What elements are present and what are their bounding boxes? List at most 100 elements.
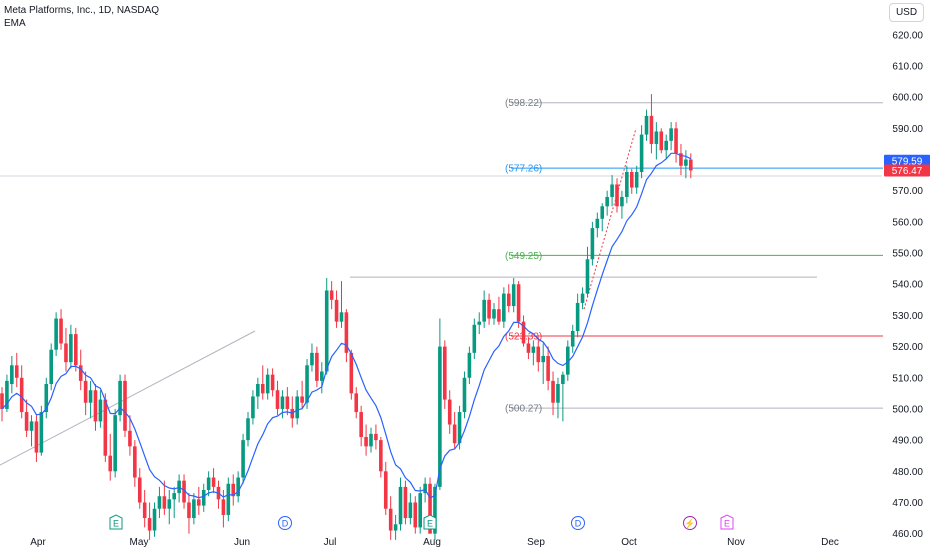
candle[interactable] <box>556 377 560 419</box>
candle[interactable] <box>34 415 39 462</box>
candle[interactable] <box>615 178 619 213</box>
candle[interactable] <box>29 415 34 447</box>
candle[interactable] <box>329 281 334 310</box>
candle[interactable] <box>639 125 644 179</box>
candle[interactable] <box>684 150 688 179</box>
candle[interactable] <box>526 337 531 360</box>
candle[interactable] <box>383 461 388 515</box>
candle[interactable] <box>315 346 319 388</box>
event-markers[interactable]: E D E D ⚡ E <box>109 514 734 530</box>
candle[interactable] <box>566 340 570 381</box>
candle[interactable] <box>157 486 162 519</box>
candle[interactable] <box>123 374 127 437</box>
candle[interactable] <box>59 309 63 350</box>
candle[interactable] <box>605 190 609 216</box>
horizontal-levels[interactable]: (598.22)(577.26)(549.25)(523.39)(500.27) <box>350 98 883 415</box>
candle[interactable] <box>226 477 231 522</box>
candle[interactable] <box>137 468 142 509</box>
candle[interactable] <box>374 424 378 450</box>
event-marker-earnings[interactable]: E <box>109 514 123 530</box>
candle[interactable] <box>310 343 314 372</box>
candle[interactable] <box>172 486 176 519</box>
candle[interactable] <box>359 405 363 447</box>
candle[interactable] <box>393 514 398 540</box>
candle[interactable] <box>467 346 472 384</box>
candle[interactable] <box>447 390 452 434</box>
candlestick-series[interactable] <box>0 94 693 540</box>
candle[interactable] <box>24 399 29 437</box>
candle[interactable] <box>167 490 172 525</box>
candle[interactable] <box>221 490 226 528</box>
candle[interactable] <box>590 221 595 266</box>
symbol-title[interactable]: Meta Platforms, Inc., 1D, NASDAQ <box>4 5 160 16</box>
candle[interactable] <box>511 278 516 313</box>
candle[interactable] <box>502 287 506 328</box>
candle[interactable] <box>570 324 575 353</box>
candle[interactable] <box>49 343 53 391</box>
candle[interactable] <box>5 374 9 413</box>
candle[interactable] <box>634 165 639 194</box>
candle[interactable] <box>546 346 550 391</box>
time-axis[interactable]: Apr May Jun Jul Aug Sep Oct Nov Dec <box>30 537 839 548</box>
candle[interactable] <box>472 318 477 360</box>
candle[interactable] <box>689 153 693 179</box>
candle[interactable] <box>521 315 526 347</box>
candle[interactable] <box>133 440 137 487</box>
candle[interactable] <box>118 374 122 422</box>
candle[interactable] <box>187 493 191 534</box>
candle[interactable] <box>595 212 600 238</box>
candle[interactable] <box>620 190 624 219</box>
candle[interactable] <box>103 393 108 462</box>
candle[interactable] <box>487 293 491 325</box>
candle[interactable] <box>418 486 422 534</box>
candle[interactable] <box>629 168 634 194</box>
event-marker-earnings[interactable]: E <box>720 514 734 530</box>
candle[interactable] <box>580 287 585 310</box>
candle[interactable] <box>438 318 442 490</box>
candle[interactable] <box>339 281 344 328</box>
candle[interactable] <box>0 387 4 422</box>
candle[interactable] <box>492 302 496 325</box>
candle[interactable] <box>585 246 590 297</box>
currency-button[interactable]: USD <box>889 3 924 22</box>
candle[interactable] <box>379 437 383 478</box>
candle[interactable] <box>610 175 614 207</box>
candle[interactable] <box>265 368 270 400</box>
candle[interactable] <box>251 390 255 425</box>
event-marker-dividend[interactable]: D <box>571 516 585 530</box>
event-marker-earnings[interactable]: E <box>423 514 437 530</box>
candle[interactable] <box>625 165 629 204</box>
candle[interactable] <box>369 427 373 453</box>
candle[interactable] <box>669 122 673 151</box>
candle[interactable] <box>664 134 668 160</box>
candle[interactable] <box>231 474 236 506</box>
candle[interactable] <box>98 390 103 428</box>
candle[interactable] <box>182 474 186 509</box>
candle[interactable] <box>354 387 359 419</box>
candle[interactable] <box>344 309 349 363</box>
candle[interactable] <box>270 368 275 397</box>
candle[interactable] <box>541 343 545 384</box>
candle[interactable] <box>644 109 649 141</box>
candle[interactable] <box>78 349 83 391</box>
candle[interactable] <box>147 502 152 540</box>
candle[interactable] <box>334 290 339 328</box>
candle[interactable] <box>403 480 408 525</box>
candle[interactable] <box>275 380 280 416</box>
candle[interactable] <box>10 355 14 394</box>
candle[interactable] <box>162 480 167 515</box>
candle[interactable] <box>206 471 211 497</box>
candle[interactable] <box>295 390 299 425</box>
candle[interactable] <box>506 284 511 313</box>
candle[interactable] <box>477 312 482 335</box>
candle[interactable] <box>443 340 447 409</box>
candle[interactable] <box>300 380 304 409</box>
candle[interactable] <box>108 433 113 481</box>
candle[interactable] <box>482 290 486 328</box>
candle[interactable] <box>674 122 678 163</box>
candle[interactable] <box>260 365 265 400</box>
price-axis[interactable]: 460.00 470.00 480.00 490.00 500.00 510.00 520.… <box>892 30 923 540</box>
candle[interactable] <box>349 349 354 400</box>
candle[interactable] <box>152 502 157 537</box>
